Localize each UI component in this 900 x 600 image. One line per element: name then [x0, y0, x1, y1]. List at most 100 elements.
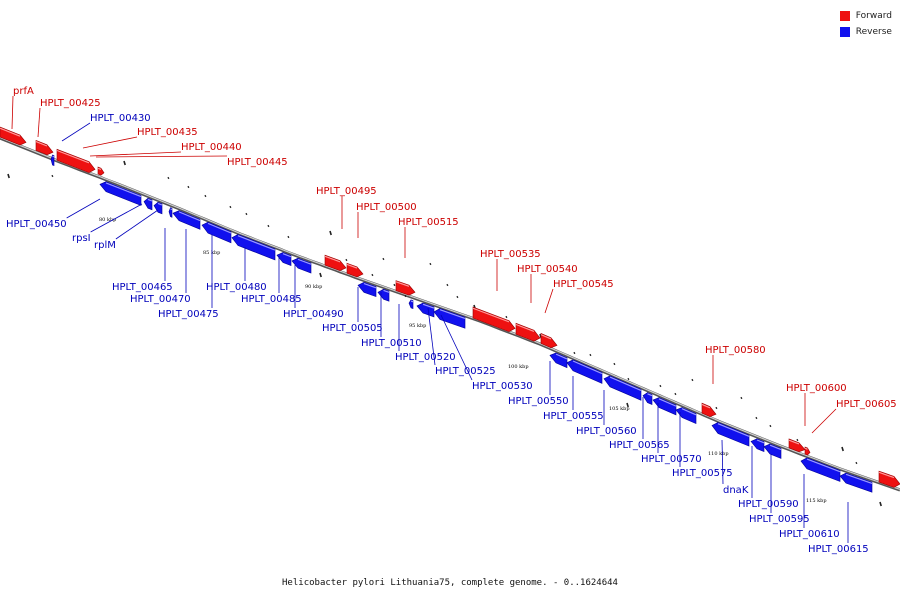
legend-reverse: Reverse	[839, 24, 892, 40]
forward-gene-arrow	[804, 446, 811, 456]
reverse-gene-arrow	[763, 443, 782, 459]
forward-label-leader	[89, 151, 182, 157]
forward-gene-label: HPLT_00495	[316, 186, 377, 197]
reverse-gene-label: HPLT_00470	[130, 294, 191, 305]
forward-gene-arrow	[878, 470, 900, 488]
scale-tick-label: 90 kbp	[305, 284, 322, 290]
forward-gene-label: HPLT_00435	[137, 127, 198, 138]
forward-label-leader	[95, 155, 228, 158]
reverse-gene-label: HPLT_00510	[361, 338, 422, 349]
reverse-label-leader	[90, 203, 143, 233]
legend-forward: Forward	[839, 8, 892, 24]
forward-gene-label: HPLT_00535	[480, 249, 541, 260]
reverse-gene-label: HPLT_00465	[112, 282, 173, 293]
forward-gene-label: HPLT_00440	[181, 142, 242, 153]
forward-gene-arrow	[515, 322, 541, 342]
forward-gene-arrow	[56, 148, 96, 173]
reverse-gene-arrow	[143, 197, 153, 211]
reverse-gene-label: dnaK	[723, 485, 749, 496]
reverse-gene-arrow	[153, 201, 163, 215]
forward-label-leader	[811, 408, 837, 434]
forward-gene-arrow	[540, 332, 558, 349]
reverse-gene-label: HPLT_00450	[6, 219, 67, 230]
reverse-gene-label: HPLT_00560	[576, 426, 637, 437]
reverse-gene-label: HPLT_00525	[435, 366, 496, 377]
forward-gene-label: HPLT_00425	[40, 98, 101, 109]
map-caption: Helicobacter pylori Lithuania75, complet…	[282, 578, 618, 588]
reverse-label-leader	[66, 198, 101, 219]
reverse-label-leader	[115, 209, 159, 240]
reverse-gene-arrow	[750, 438, 765, 453]
legend: Forward Reverse	[839, 8, 892, 40]
reverse-gene-arrow	[408, 299, 414, 309]
reverse-gene-label: HPLT_00475	[158, 309, 219, 320]
scale-tick-label: 105 kbp	[609, 406, 630, 412]
reverse-gene-arrow	[603, 375, 642, 401]
reverse-gene-arrow	[711, 422, 750, 447]
reverse-gene-arrow	[291, 257, 312, 274]
reverse-gene-arrow	[642, 392, 653, 405]
reverse-gene-arrow	[231, 234, 276, 261]
reverse-label-leader	[61, 122, 91, 142]
reverse-gene-arrow	[433, 308, 466, 329]
reverse-gene-arrow	[377, 288, 390, 302]
label-layer: prfA HPLT_00425 HPLT_00435 HPLT_00440 HPLT_0…	[6, 86, 897, 555]
forward-gene-arrow	[701, 402, 717, 417]
reverse-gene-arrow	[99, 181, 142, 206]
reverse-gene-label: HPLT_00485	[241, 294, 302, 305]
reverse-gene-arrow	[201, 221, 232, 244]
reverse-gene-label: HPLT_00590	[738, 499, 799, 510]
leader-layer	[11, 95, 849, 543]
forward-gene-arrow	[395, 280, 416, 296]
forward-gene-arrow	[346, 262, 364, 278]
scale-tick-label: 95 kbp	[409, 323, 426, 329]
forward-gene-label: HPLT_00515	[398, 217, 459, 228]
scale-tick-label: 110 kbp	[708, 451, 729, 457]
forward-label-leader	[11, 95, 14, 130]
forward-gene-arrow	[324, 254, 347, 271]
forward-gene-arrow	[97, 166, 105, 176]
scale-tick-label: 80 kbp	[99, 217, 116, 223]
reverse-gene-arrow	[839, 472, 873, 493]
reverse-gene-arrow	[566, 359, 603, 384]
reverse-gene-arrow	[675, 407, 697, 425]
forward-gene-label: prfA	[13, 86, 34, 97]
gene-layer	[0, 126, 900, 493]
forward-gene-arrow	[788, 438, 806, 453]
legend-reverse-label: Reverse	[855, 27, 892, 37]
forward-gene-label: HPLT_00545	[553, 279, 614, 290]
reverse-gene-label: HPLT_00430	[90, 113, 151, 124]
forward-gene-label: HPLT_00605	[836, 399, 897, 410]
reverse-gene-arrow	[168, 207, 173, 218]
reverse-gene-arrow	[357, 282, 377, 298]
reverse-label-leader	[721, 439, 724, 485]
scale-tick-label: 115 kbp	[806, 498, 827, 504]
reverse-gene-arrow	[172, 210, 201, 230]
reverse-gene-label: HPLT_00480	[206, 282, 267, 293]
reverse-gene-label: HPLT_00610	[779, 529, 840, 540]
forward-gene-arrow	[0, 126, 27, 146]
reverse-label-leader	[440, 314, 473, 381]
reverse-gene-label: HPLT_00520	[395, 352, 456, 363]
forward-label-leader	[82, 136, 138, 149]
reverse-gene-label: HPLT_00570	[641, 454, 702, 465]
scale-tick-label: 100 kbp	[508, 364, 529, 370]
reverse-label-leader	[427, 307, 436, 366]
reverse-gene-label: HPLT_00555	[543, 411, 604, 422]
forward-gene-arrow	[35, 139, 54, 156]
forward-label-leader	[37, 107, 41, 138]
reverse-gene-label: HPLT_00490	[283, 309, 344, 320]
forward-swatch	[839, 11, 850, 21]
reverse-gene-label: HPLT_00615	[808, 544, 869, 555]
forward-label-leader	[544, 288, 554, 314]
reverse-gene-label: HPLT_00550	[508, 396, 569, 407]
reverse-gene-label: HPLT_00575	[672, 468, 733, 479]
reverse-gene-label: rpsI	[72, 233, 91, 244]
reverse-gene-arrow	[276, 252, 292, 266]
forward-gene-label: HPLT_00580	[705, 345, 766, 356]
forward-gene-label: HPLT_00600	[786, 383, 847, 394]
reverse-gene-label: HPLT_00505	[322, 323, 383, 334]
forward-gene-label: HPLT_00540	[517, 264, 578, 275]
reverse-swatch	[839, 27, 850, 37]
